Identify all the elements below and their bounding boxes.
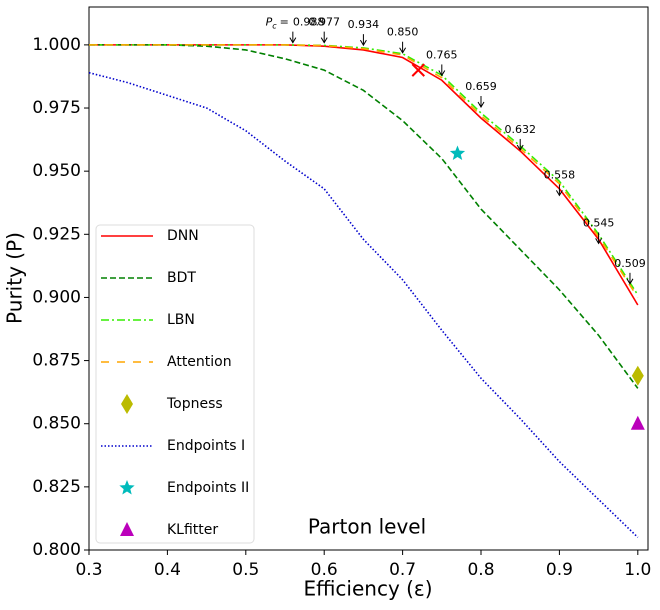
y-tick-label: 0.875	[32, 351, 81, 371]
plot-frame	[88, 6, 649, 551]
point-marker	[449, 145, 466, 160]
cross-marker	[411, 63, 425, 77]
legend-label: LBN	[167, 312, 195, 328]
legend-label: Endpoints II	[167, 480, 249, 496]
x-tick-label: 0.9	[546, 560, 573, 580]
annotation-arrowhead	[555, 190, 563, 197]
y-tick-label: 0.900	[32, 287, 81, 307]
y-tick-label: 0.950	[32, 161, 81, 181]
prefix-symbol: P	[266, 16, 273, 29]
annotation-label: 0.977	[308, 16, 340, 29]
x-tick-label: 0.3	[75, 560, 102, 580]
annotation-arrowhead	[289, 37, 297, 44]
point-marker	[630, 415, 645, 430]
annotation-label: 0.850	[387, 26, 419, 39]
annotation-label: 0.934	[348, 18, 380, 31]
y-tick-label: 1.000	[32, 35, 81, 55]
x-tick-label: 0.5	[232, 560, 259, 580]
annotation-arrowhead	[359, 39, 367, 47]
x-tick-label: 0.4	[154, 560, 181, 580]
legend-swatch	[119, 480, 135, 495]
y-tick-label: 0.975	[32, 98, 81, 118]
annotation-arrowhead	[516, 144, 524, 151]
y-tick-label: 0.825	[32, 477, 81, 497]
annotation-label: 0.659	[465, 80, 497, 93]
annotation-label: 0.765	[426, 48, 458, 61]
annotation-label: 0.632	[504, 123, 536, 136]
legend-label: DNN	[167, 228, 199, 244]
series-line	[88, 71, 639, 538]
legend-label: Topness	[166, 396, 223, 412]
series-line	[89, 44, 639, 298]
plot-text: Parton level	[308, 515, 426, 539]
prefix-sign: =	[280, 16, 289, 29]
legend-label: BDT	[167, 270, 196, 286]
legend: DNN BDT LBN Attention Topness Endpoints I Endp…	[95, 224, 255, 544]
annotation-arrowhead	[626, 278, 634, 285]
x-tick-label: 0.6	[311, 560, 338, 580]
y-axis-label: Purity (P)	[3, 232, 27, 324]
annotation-arrowhead	[320, 37, 328, 44]
legend-label: Endpoints I	[167, 438, 245, 454]
prefix-subscript: c	[272, 21, 277, 30]
y-tick-label: 0.800	[32, 540, 81, 560]
x-tick-label: 0.8	[467, 560, 494, 580]
legend-swatch	[120, 522, 134, 536]
legend-box	[95, 224, 255, 544]
legend-label: KLfitter	[167, 522, 218, 538]
annotation-arrowhead	[595, 238, 603, 245]
x-tick-label: 1.0	[624, 560, 651, 580]
legend-swatch	[121, 394, 133, 414]
annotation-label: 0.545	[583, 216, 615, 229]
annotation-arrowhead	[477, 101, 485, 108]
x-axis-label: Efficiency (ε)	[303, 577, 432, 601]
y-tick-label: 0.850	[32, 414, 81, 434]
y-tick-label: 0.925	[32, 224, 81, 244]
annotation-prefix: Pc =	[266, 16, 289, 31]
annotation-label: 0.558	[544, 168, 576, 181]
annotation-label: 0.509	[614, 257, 646, 270]
x-tick-label: 0.7	[389, 560, 416, 580]
annotation-arrowhead	[438, 70, 446, 77]
annotation-arrowhead	[399, 47, 407, 54]
legend-label: Attention	[167, 354, 232, 370]
point-marker	[631, 365, 644, 386]
annotation-label: 0.988	[293, 16, 325, 29]
